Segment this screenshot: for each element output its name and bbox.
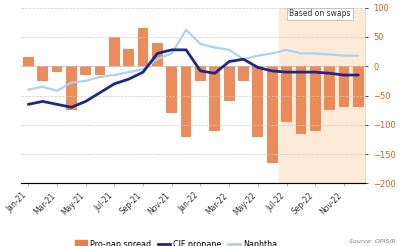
Bar — [166, 66, 177, 113]
Bar — [296, 66, 306, 134]
Bar — [37, 66, 48, 81]
Bar — [95, 66, 106, 75]
Bar — [238, 66, 249, 81]
Bar — [224, 66, 234, 101]
Bar — [152, 43, 163, 66]
Bar — [267, 66, 278, 163]
Text: Based on swaps: Based on swaps — [290, 9, 351, 18]
Bar — [252, 66, 263, 137]
Bar — [195, 66, 206, 81]
Bar — [23, 58, 34, 66]
Bar — [109, 37, 120, 66]
Bar — [324, 66, 335, 110]
Bar — [138, 28, 148, 66]
Legend: Pro-nap spread, CIF propane, Naphtha: Pro-nap spread, CIF propane, Naphtha — [72, 236, 280, 246]
Bar — [338, 66, 349, 107]
Bar — [123, 49, 134, 66]
Bar — [353, 66, 364, 107]
Bar — [279, 8, 366, 184]
Text: Source: OPIS/R: Source: OPIS/R — [349, 239, 396, 244]
Bar — [66, 66, 77, 110]
Bar — [281, 66, 292, 122]
Bar — [52, 66, 62, 72]
Bar — [310, 66, 321, 131]
Bar — [80, 66, 91, 75]
Bar — [181, 66, 192, 137]
Bar — [210, 66, 220, 131]
